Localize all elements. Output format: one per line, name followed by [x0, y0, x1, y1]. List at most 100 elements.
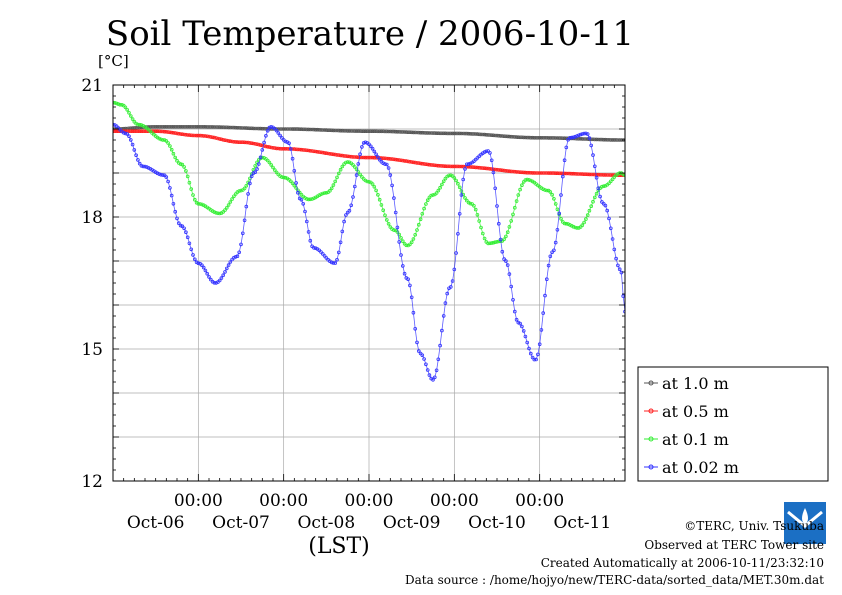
- data-point: [550, 192, 554, 197]
- data-point: [472, 132, 476, 136]
- data-point: [518, 187, 522, 192]
- data-point: [520, 183, 524, 188]
- data-point: [384, 156, 389, 161]
- data-point: [518, 321, 522, 326]
- data-point: [168, 130, 172, 135]
- data-point: [361, 129, 366, 134]
- data-point: [504, 134, 508, 139]
- data-point: [285, 127, 290, 131]
- data-point: [278, 127, 282, 131]
- data-point: [605, 208, 609, 213]
- data-point: [304, 148, 309, 153]
- data-point: [137, 161, 142, 166]
- data-point: [308, 238, 313, 243]
- data-point: [530, 355, 535, 360]
- data-point: [418, 161, 423, 166]
- data-point: [409, 130, 414, 135]
- data-point: [537, 171, 542, 175]
- data-point: [370, 182, 375, 186]
- data-point: [416, 130, 421, 135]
- data-point: [166, 141, 170, 145]
- data-point: [592, 195, 597, 200]
- data-point: [340, 128, 345, 133]
- data-point: [580, 137, 585, 141]
- data-point: [514, 135, 519, 139]
- data-point: [244, 204, 249, 209]
- data-point: [456, 131, 460, 136]
- data-point: [601, 184, 606, 189]
- data-point: [283, 139, 288, 144]
- data-point: [537, 136, 542, 140]
- data-point: [381, 161, 386, 166]
- data-point: [159, 129, 163, 134]
- data-point: [141, 129, 146, 134]
- terc-logo-icon: [784, 502, 826, 544]
- data-point: [461, 164, 466, 169]
- data-point: [575, 226, 579, 230]
- data-point: [127, 129, 131, 134]
- data-point: [546, 171, 551, 175]
- data-point: [450, 279, 455, 283]
- data-point: [328, 128, 332, 133]
- data-point: [479, 225, 483, 230]
- data-point: [241, 126, 245, 130]
- data-point: [299, 147, 304, 152]
- data-point: [438, 343, 442, 348]
- data-point: [155, 171, 160, 176]
- data-point: [379, 203, 384, 207]
- data-point: [400, 264, 405, 268]
- data-point: [280, 147, 284, 151]
- data-point: [505, 263, 510, 267]
- data-point: [525, 340, 529, 345]
- data-point: [527, 135, 531, 140]
- data-point: [225, 266, 229, 271]
- data-point: [212, 210, 217, 214]
- data-point: [504, 259, 508, 263]
- data-point: [550, 171, 554, 175]
- data-point: [287, 141, 291, 146]
- data-point: [136, 122, 140, 127]
- data-point: [457, 131, 462, 136]
- data-point: [512, 309, 517, 314]
- data-point: [200, 202, 204, 207]
- y-axis-unit: [°C]: [98, 52, 129, 70]
- data-point: [569, 171, 574, 176]
- data-point: [605, 138, 609, 142]
- data-point: [571, 171, 576, 176]
- data-point: [340, 153, 345, 158]
- data-point: [365, 155, 370, 160]
- data-point: [498, 237, 503, 242]
- data-point: [226, 203, 231, 207]
- data-point: [429, 131, 434, 135]
- data-point: [589, 204, 593, 209]
- data-point: [498, 168, 503, 172]
- data-point: [473, 132, 478, 136]
- data-point: [217, 125, 222, 129]
- x-tick-time-label: 00:00: [515, 491, 564, 511]
- data-point: [267, 125, 272, 130]
- data-point: [408, 242, 412, 247]
- data-point: [434, 368, 439, 373]
- data-point: [619, 270, 624, 275]
- data-point: [552, 197, 556, 201]
- data-point: [582, 137, 586, 141]
- data-point: [333, 128, 338, 133]
- data-point: [466, 131, 471, 136]
- data-point: [137, 122, 142, 127]
- data-point: [416, 161, 421, 165]
- data-point: [164, 175, 169, 179]
- data-point: [608, 179, 613, 184]
- data-point: [367, 180, 371, 184]
- data-point: [598, 137, 602, 142]
- legend-label: at 0.5 m: [662, 402, 729, 421]
- data-point: [342, 154, 346, 158]
- data-point: [381, 156, 386, 161]
- data-point: [507, 225, 512, 229]
- data-point: [555, 136, 560, 140]
- data-point: [420, 212, 425, 216]
- data-point: [374, 152, 378, 157]
- data-point: [539, 136, 544, 140]
- data-point: [335, 128, 339, 133]
- data-point: [376, 129, 380, 134]
- x-tick-date-label: Oct-07: [212, 513, 270, 533]
